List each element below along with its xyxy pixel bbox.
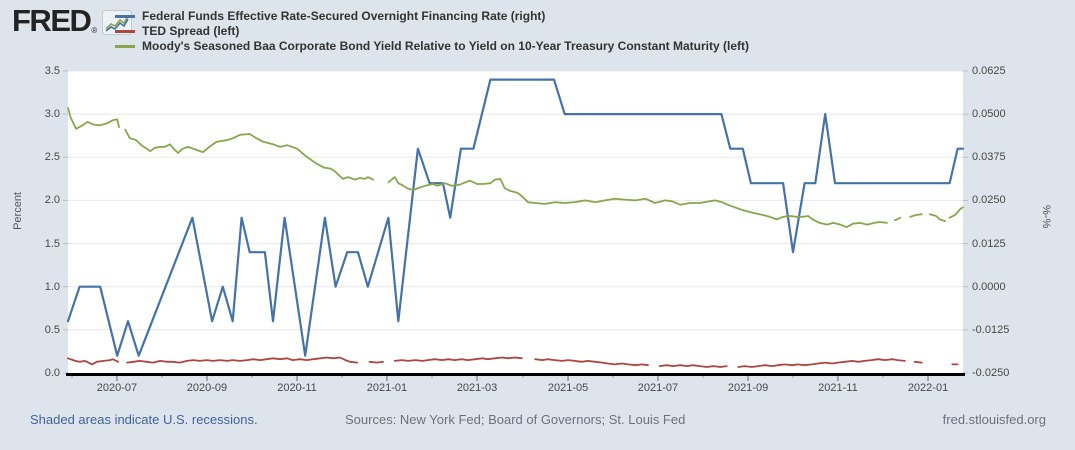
site-link[interactable]: fred.stlouisfed.org — [942, 412, 1046, 427]
sources-text: Sources: New York Fed; Board of Governor… — [345, 412, 686, 427]
series-line-2 — [67, 107, 964, 229]
legend: Federal Funds Effective Rate-Secured Ove… — [115, 9, 749, 54]
legend-label: Federal Funds Effective Rate-Secured Ove… — [142, 9, 546, 23]
registered-mark: ® — [91, 26, 98, 35]
series-line-0 — [66, 78, 965, 357]
legend-item-2: Moody's Seasoned Baa Corporate Bond Yiel… — [115, 39, 749, 54]
legend-item-1: TED Spread (left) — [115, 24, 749, 39]
x-axis-line — [66, 373, 965, 376]
recession-note-link[interactable]: Shaded areas indicate U.S. recessions. — [30, 412, 258, 427]
legend-label: Moody's Seasoned Baa Corporate Bond Yiel… — [142, 39, 749, 53]
fred-logo-text: FRED — [12, 3, 92, 38]
legend-item-0: Federal Funds Effective Rate-Secured Ove… — [115, 9, 749, 24]
legend-label: TED Spread (left) — [142, 24, 240, 38]
plot-area — [68, 71, 963, 373]
legend-swatch-icon — [115, 45, 135, 48]
legend-swatch-icon — [115, 15, 135, 18]
series-line-1 — [67, 356, 959, 368]
legend-swatch-icon — [115, 30, 135, 33]
right-axis-title: %-% — [1040, 205, 1052, 229]
left-axis-title: Percent — [12, 192, 24, 230]
